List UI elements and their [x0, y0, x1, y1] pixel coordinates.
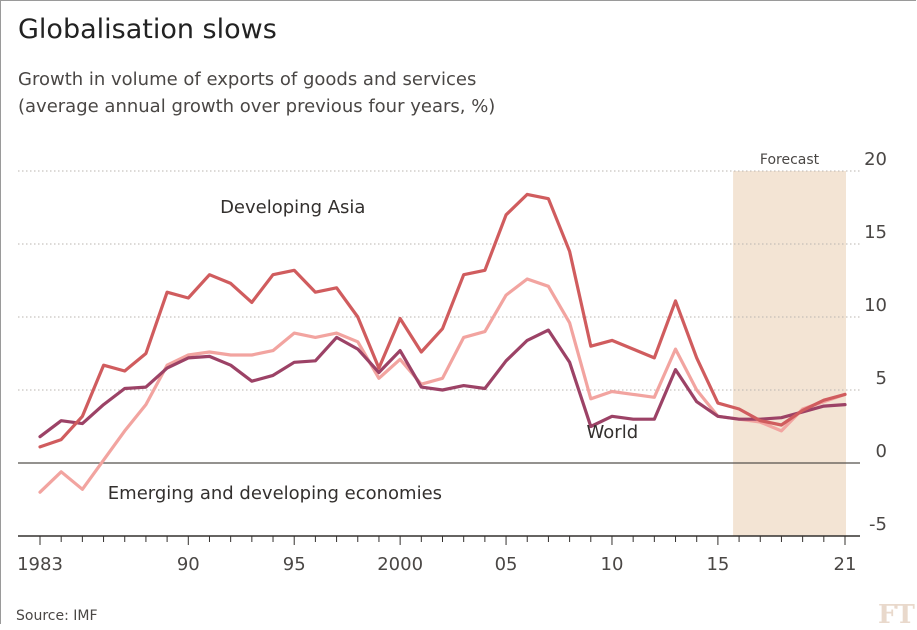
y-tick-label: 0: [876, 441, 887, 462]
y-tick-label: 10: [864, 295, 887, 316]
chart-subtitle: Growth in volume of exports of goods and…: [18, 66, 495, 120]
forecast-band-layer: Forecast: [733, 152, 846, 536]
series-line-emerging-and-developing-economies: [38, 277, 847, 494]
x-tick-label: 2000: [377, 554, 423, 575]
subtitle-line-2: (average annual growth over previous fou…: [18, 96, 496, 117]
series-line-world: [38, 328, 847, 439]
x-tick-label: 21: [834, 554, 857, 575]
y-tick-label: 5: [876, 368, 887, 389]
y-tick-label: 15: [864, 222, 887, 243]
chart-title: Globalisation slows: [18, 14, 277, 45]
series-label: Emerging and developing economies: [108, 483, 442, 504]
series-line-developing-asia: [38, 192, 847, 449]
forecast-label: Forecast: [760, 152, 820, 168]
forecast-band: [733, 171, 846, 536]
series-layer: [38, 192, 847, 494]
y-tick-label: -5: [869, 514, 887, 535]
series-label: World: [587, 422, 639, 443]
label-layer: Developing Asia Emerging and developing e…: [108, 197, 638, 504]
y-tick-label: 20: [864, 149, 887, 170]
x-tick-label: 10: [601, 554, 624, 575]
x-tick-label: 90: [177, 554, 200, 575]
ft-logo: FT: [878, 600, 915, 630]
subtitle-line-1: Growth in volume of exports of goods and…: [18, 69, 477, 90]
series-label: Developing Asia: [220, 197, 365, 218]
x-tick-label: 1983: [17, 554, 63, 575]
source-note: Source: IMF: [16, 608, 98, 624]
x-axis: 1983 90 95 2000 05 10 15 21: [17, 535, 860, 575]
x-tick-label: 95: [283, 554, 306, 575]
x-tick-label: 15: [706, 554, 729, 575]
x-tick-label: 05: [495, 554, 518, 575]
